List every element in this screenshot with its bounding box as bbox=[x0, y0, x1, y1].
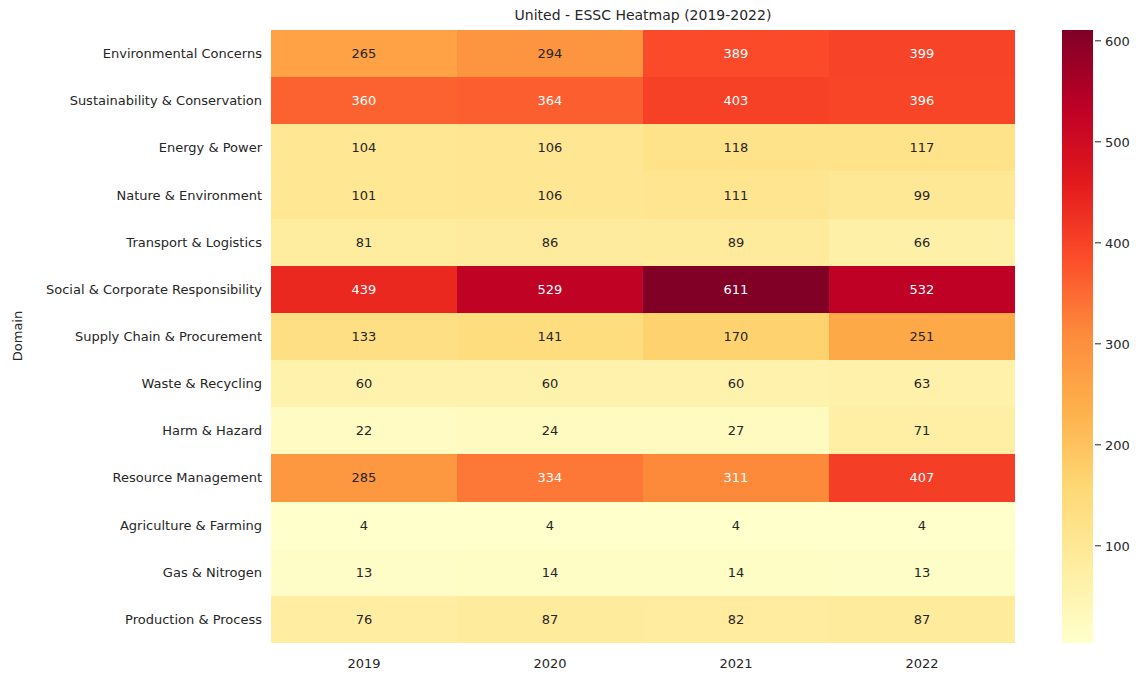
colorbar-tick bbox=[1095, 545, 1101, 546]
heatmap-cell: 63 bbox=[829, 360, 1015, 407]
heatmap-cell: 389 bbox=[643, 30, 829, 77]
heatmap-cell: 294 bbox=[457, 30, 643, 77]
y-tick-label: Agriculture & Farming bbox=[0, 502, 262, 549]
heatmap-cell: 99 bbox=[829, 171, 1015, 218]
heatmap-cell: 396 bbox=[829, 77, 1015, 124]
colorbar-tick-label: 400 bbox=[1105, 237, 1130, 250]
heatmap-cell: 71 bbox=[829, 407, 1015, 454]
heatmap-cell: 106 bbox=[457, 171, 643, 218]
heatmap-cell: 407 bbox=[829, 454, 1015, 501]
colorbar-tick bbox=[1095, 343, 1101, 344]
heatmap-cell: 111 bbox=[643, 171, 829, 218]
heatmap-cell: 334 bbox=[457, 454, 643, 501]
x-tick-label: 2020 bbox=[457, 657, 643, 671]
heatmap-cell: 13 bbox=[829, 549, 1015, 596]
heatmap-cell: 87 bbox=[829, 596, 1015, 643]
heatmap-cell: 87 bbox=[457, 596, 643, 643]
colorbar-tick bbox=[1095, 444, 1101, 445]
colorbar-tick bbox=[1095, 242, 1101, 243]
y-tick-label: Production & Process bbox=[0, 596, 262, 643]
heatmap-cell: 66 bbox=[829, 219, 1015, 266]
heatmap-cell: 529 bbox=[457, 266, 643, 313]
y-tick-label: Waste & Recycling bbox=[0, 360, 262, 407]
colorbar-tick-label: 300 bbox=[1105, 338, 1130, 351]
y-tick-label: Environmental Concerns bbox=[0, 30, 262, 77]
heatmap-cell: 104 bbox=[271, 124, 457, 171]
heatmap-cell: 141 bbox=[457, 313, 643, 360]
heatmap-cell: 170 bbox=[643, 313, 829, 360]
y-tick-label: Resource Management bbox=[0, 454, 262, 501]
heatmap-cell: 532 bbox=[829, 266, 1015, 313]
y-tick-label: Supply Chain & Procurement bbox=[0, 313, 262, 360]
colorbar-gradient bbox=[1062, 30, 1093, 643]
heatmap-cell: 4 bbox=[643, 502, 829, 549]
y-tick-label: Harm & Hazard bbox=[0, 407, 262, 454]
chart-title: United - ESSC Heatmap (2019-2022) bbox=[271, 7, 1015, 24]
heatmap-cell: 118 bbox=[643, 124, 829, 171]
heatmap-cell: 106 bbox=[457, 124, 643, 171]
x-tick-label: 2019 bbox=[271, 657, 457, 671]
y-tick-label: Sustainability & Conservation bbox=[0, 77, 262, 124]
heatmap-cell: 360 bbox=[271, 77, 457, 124]
heatmap-cell: 4 bbox=[271, 502, 457, 549]
heatmap-cell: 24 bbox=[457, 407, 643, 454]
x-tick-label: 2021 bbox=[643, 657, 829, 671]
heatmap-cell: 13 bbox=[271, 549, 457, 596]
heatmap-cell: 14 bbox=[457, 549, 643, 596]
heatmap-cell: 439 bbox=[271, 266, 457, 313]
x-tick-label: 2022 bbox=[829, 657, 1015, 671]
heatmap-cell: 4 bbox=[457, 502, 643, 549]
colorbar-tick bbox=[1095, 141, 1101, 142]
heatmap-cell: 81 bbox=[271, 219, 457, 266]
heatmap-cell: 101 bbox=[271, 171, 457, 218]
heatmap-cell: 60 bbox=[457, 360, 643, 407]
heatmap-cell: 251 bbox=[829, 313, 1015, 360]
colorbar-tick bbox=[1095, 40, 1101, 41]
heatmap-cell: 265 bbox=[271, 30, 457, 77]
heatmap-cell: 76 bbox=[271, 596, 457, 643]
heatmap-cell: 14 bbox=[643, 549, 829, 596]
colorbar-tick-label: 200 bbox=[1105, 439, 1130, 452]
heatmap-cell: 27 bbox=[643, 407, 829, 454]
heatmap-cell: 4 bbox=[829, 502, 1015, 549]
heatmap-cell: 22 bbox=[271, 407, 457, 454]
heatmap-cell: 117 bbox=[829, 124, 1015, 171]
colorbar-tick-label: 500 bbox=[1105, 136, 1130, 149]
heatmap-cell: 133 bbox=[271, 313, 457, 360]
heatmap-cell: 82 bbox=[643, 596, 829, 643]
y-tick-label: Social & Corporate Responsibility bbox=[0, 266, 262, 313]
heatmap-grid: 2652943893993603644033961041061181171011… bbox=[271, 30, 1015, 643]
heatmap-cell: 60 bbox=[643, 360, 829, 407]
y-tick-label: Transport & Logistics bbox=[0, 219, 262, 266]
heatmap-cell: 86 bbox=[457, 219, 643, 266]
y-tick-label: Energy & Power bbox=[0, 124, 262, 171]
heatmap-cell: 399 bbox=[829, 30, 1015, 77]
colorbar-tick-label: 100 bbox=[1105, 540, 1130, 553]
heatmap-cell: 611 bbox=[643, 266, 829, 313]
heatmap-cell: 89 bbox=[643, 219, 829, 266]
heatmap-figure: United - ESSC Heatmap (2019-2022) Domain… bbox=[0, 0, 1140, 683]
colorbar: 100 200 300 400 500 600 bbox=[1062, 30, 1140, 643]
heatmap-cell: 403 bbox=[643, 77, 829, 124]
x-tick-labels: 2019202020212022 bbox=[271, 657, 1015, 671]
y-tick-label: Nature & Environment bbox=[0, 171, 262, 218]
colorbar-tick-label: 600 bbox=[1105, 35, 1130, 48]
heatmap-cell: 285 bbox=[271, 454, 457, 501]
heatmap-cell: 311 bbox=[643, 454, 829, 501]
heatmap-cell: 60 bbox=[271, 360, 457, 407]
y-tick-label: Gas & Nitrogen bbox=[0, 549, 262, 596]
heatmap-cell: 364 bbox=[457, 77, 643, 124]
y-tick-labels: Environmental ConcernsSustainability & C… bbox=[0, 30, 262, 643]
